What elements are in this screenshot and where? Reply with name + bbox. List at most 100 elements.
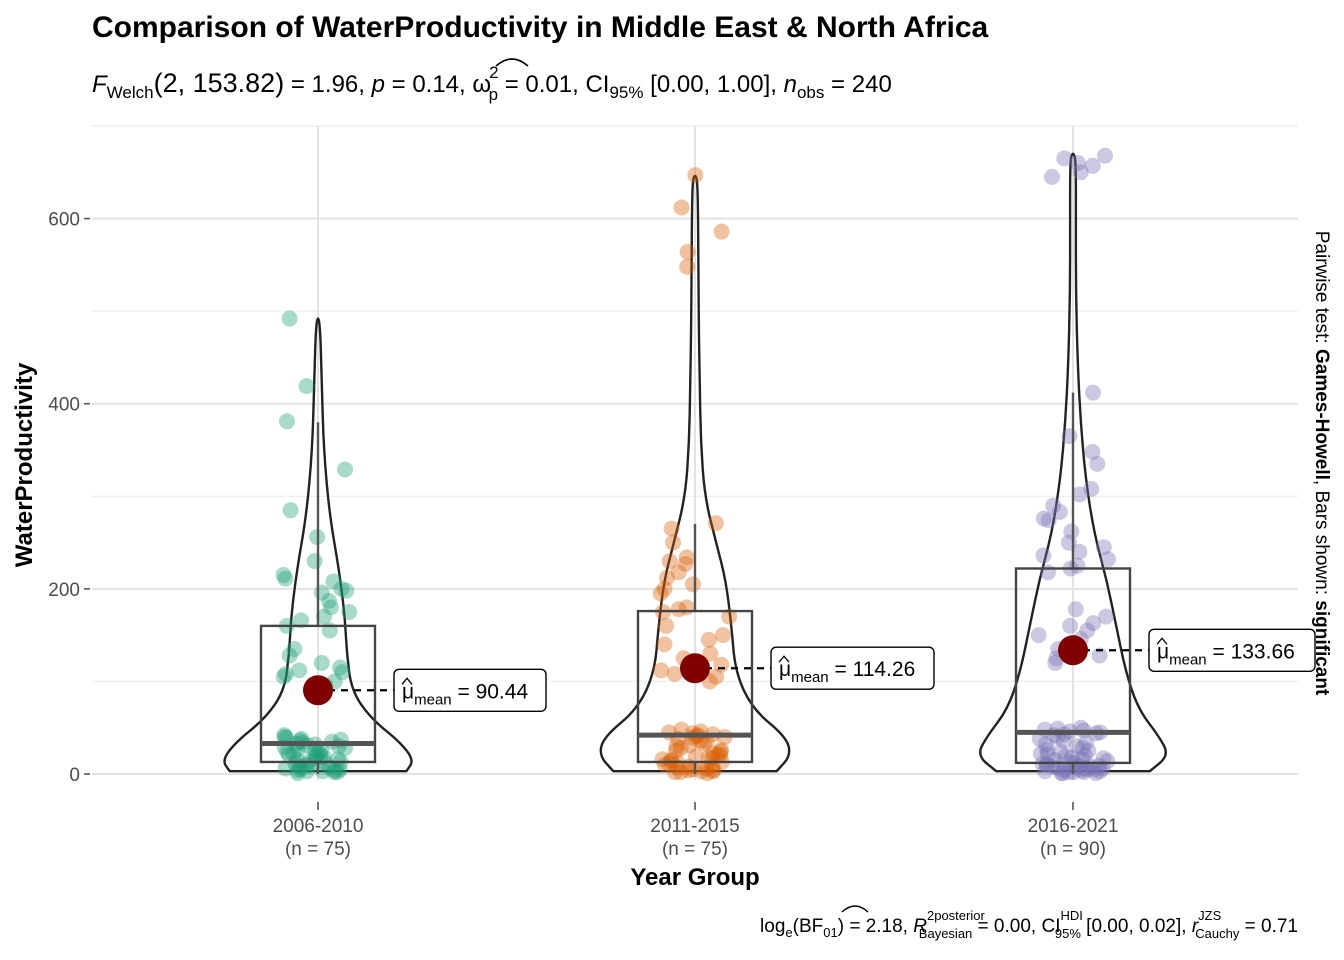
mean-hat (401, 677, 413, 685)
data-point (1094, 760, 1111, 777)
data-point (1063, 749, 1080, 766)
data-point (1079, 761, 1096, 778)
subtitle-stat-args: (2, 153.82) (154, 68, 285, 98)
data-point (288, 752, 305, 769)
data-point (693, 763, 710, 780)
data-point (1084, 157, 1101, 174)
x-tick-label: 2016-2021 (1028, 816, 1119, 837)
data-point (652, 585, 669, 602)
data-point (695, 735, 712, 752)
data-point (292, 761, 309, 778)
data-point (681, 737, 698, 754)
data-point (712, 741, 729, 758)
caption-bf-sub: 01 (823, 925, 837, 940)
data-point (1085, 761, 1102, 778)
data-point (277, 760, 294, 777)
data-point (1089, 455, 1106, 472)
x-tick-count: (n = 90) (1040, 839, 1106, 860)
caption-log-sub: e (785, 925, 792, 940)
data-point (1071, 486, 1088, 503)
subtitle-n-sub: obs (797, 83, 824, 102)
data-point (334, 664, 351, 681)
data-point (285, 745, 302, 762)
data-point (712, 747, 729, 764)
subtitle-stat-value: = 1.96, (284, 71, 371, 98)
chart-subtitle: FWelch(2, 153.82) = 1.96, p = 0.14, ω2 p … (92, 63, 892, 104)
data-point (291, 662, 308, 679)
data-point (1092, 763, 1109, 780)
y-axis: 0 200 400 600 (48, 210, 90, 786)
data-point (672, 740, 689, 757)
data-point (653, 662, 670, 679)
data-point (1076, 764, 1093, 781)
data-point (708, 668, 725, 685)
caption-r-hat (841, 905, 869, 913)
x-tick-label: 2011-2015 (650, 816, 739, 837)
data-point (661, 755, 678, 772)
mean-hat (1156, 637, 1168, 645)
x-tick-label: 2006-2010 (273, 816, 364, 837)
caption-rj-symbol: r (1192, 916, 1199, 937)
data-point (311, 744, 328, 761)
data-point (341, 604, 358, 620)
mean-point (1058, 635, 1088, 666)
caption-r-sub: Bayesian (919, 926, 972, 941)
data-point (1085, 615, 1102, 632)
data-point (1091, 647, 1108, 664)
mean-point (680, 653, 710, 684)
chart-caption: loge(BF01) = 2.18, R2posterior Bayesian =… (760, 908, 1298, 941)
data-point (684, 761, 701, 778)
data-point (1076, 747, 1093, 764)
data-point (281, 310, 298, 327)
y-tick-label: 200 (48, 580, 80, 601)
data-point (1098, 608, 1115, 625)
data-point (679, 243, 696, 260)
data-point (659, 569, 676, 586)
pairwise-test: Games-Howell (1311, 349, 1332, 480)
data-point (337, 461, 354, 478)
data-point (1037, 736, 1054, 753)
mean-point (303, 675, 333, 706)
data-point (1063, 523, 1080, 540)
data-point (1099, 753, 1116, 770)
mean-label: μmean = 133.66 (1157, 640, 1295, 668)
violin-2006-2010 (223, 317, 413, 773)
caption-r-sup-label: posterior (934, 908, 985, 923)
data-point (333, 580, 350, 597)
mean-layer: μmean = 90.44 μmean = 114.26 μmean = 133.6… (303, 628, 1316, 712)
data-point (321, 759, 338, 776)
data-point (705, 745, 722, 762)
data-point (280, 746, 297, 763)
data-point (1072, 164, 1089, 181)
data-point (1071, 543, 1088, 560)
data-point (712, 743, 729, 760)
data-point (1096, 147, 1113, 164)
violin-2016-2021 (979, 152, 1167, 773)
data-point (1095, 539, 1112, 556)
data-point (312, 747, 329, 764)
subtitle-effect-sub: p (489, 85, 498, 104)
data-point (329, 751, 346, 768)
data-point (713, 223, 730, 240)
data-point (702, 645, 719, 662)
data-point (1054, 765, 1071, 782)
mean-label-box (770, 646, 935, 690)
subtitle-effect-value: = 0.01, CI (498, 71, 609, 98)
data-point (669, 759, 686, 776)
data-point (721, 608, 738, 625)
data-point (1080, 742, 1097, 759)
x-tick-count: (n = 75) (285, 839, 351, 860)
data-point (1056, 150, 1073, 167)
data-point (656, 636, 673, 653)
data-point (338, 582, 355, 599)
violin-layer (223, 152, 1167, 773)
data-point (277, 666, 294, 683)
data-point (1038, 756, 1055, 773)
mean-label-box (1148, 628, 1316, 672)
subtitle-stat-name: F (92, 71, 108, 98)
data-point (325, 573, 342, 590)
data-point (673, 199, 690, 216)
subtitle-ci-sub: 95% (609, 83, 643, 102)
pairwise-label: Pairwise test: Games-Howell, Bars shown:… (1311, 231, 1332, 696)
data-point (662, 752, 679, 769)
